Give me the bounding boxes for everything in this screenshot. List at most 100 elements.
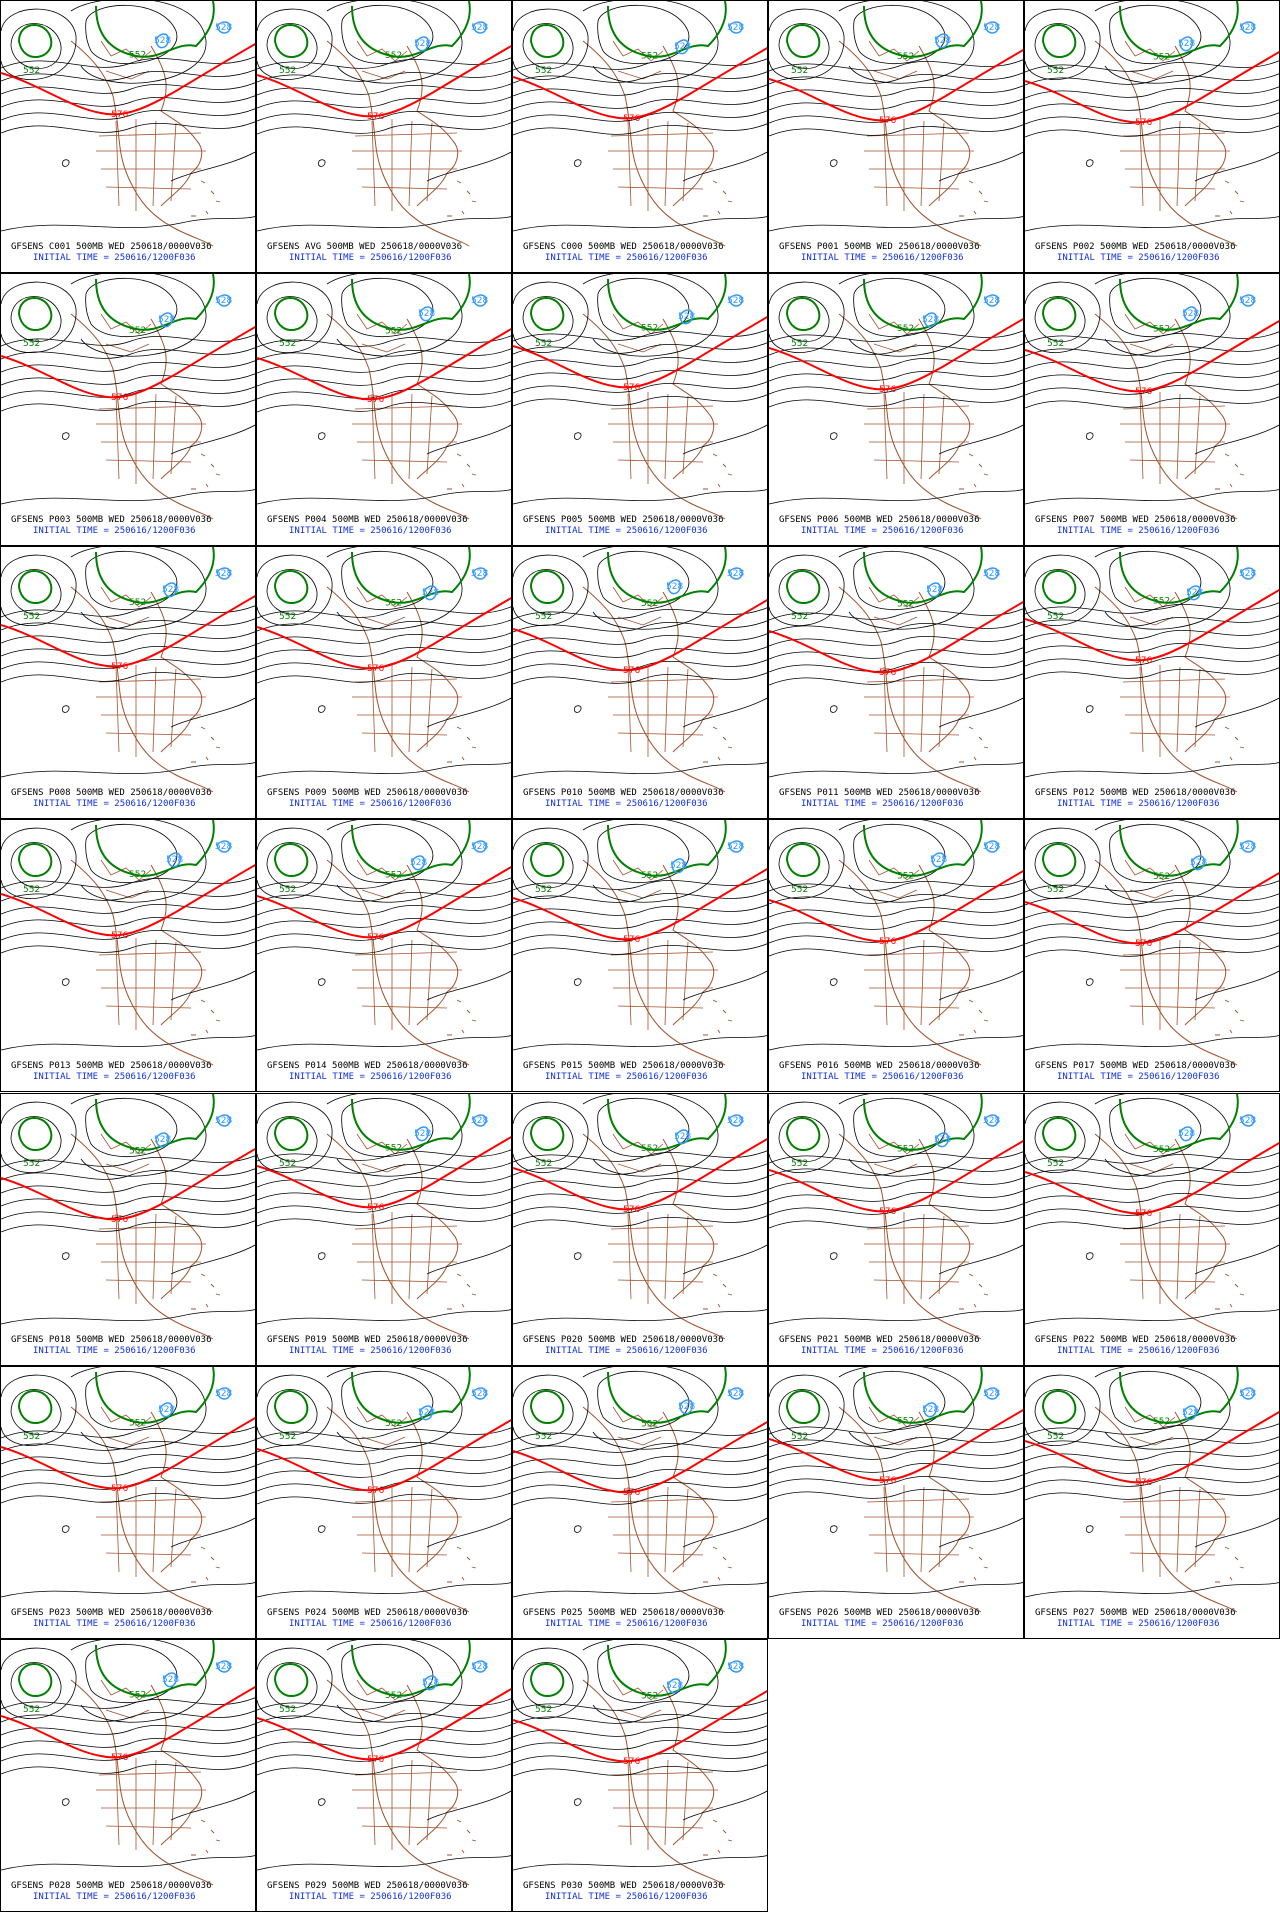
state-lines-h [96,1771,206,1829]
contour-line [257,1149,511,1162]
contour-528 [419,1405,434,1421]
coastline-west [1094,40,1238,247]
contour-552 [529,1,727,59]
forecast-panel: 552 552 576 528 528 GFSENS P029 500MB WED 250… [256,1639,512,1912]
contour-west-low [10,842,62,888]
caribbean-islands [1215,1546,1245,1583]
label-552-central: 552 [641,1144,658,1154]
label-528-east: 528 [983,296,1000,306]
map-boundaries [838,1133,989,1340]
coastline-west [582,859,726,1066]
contour-south [1,1035,255,1051]
label-552-central: 552 [129,326,146,336]
state-lines-h [352,1225,462,1283]
contour-528-east [472,1387,487,1400]
state-lines-v [371,392,433,484]
height-contours [1,1367,255,1598]
label-576: 576 [367,112,384,122]
contour-south [769,216,1023,232]
label-552-west: 552 [535,66,552,76]
panel-title: GFSENS AVG 500MB WED 250618/0000V036 [267,242,463,252]
contour-small-closed [62,1798,70,1806]
state-lines-v [115,1758,177,1850]
contour-528-east [216,1387,231,1400]
contour-south [1,1855,255,1871]
contour-528 [935,33,950,49]
height-contour-map: 552 552 576 528 528 [1,1367,255,1613]
label-528-east: 528 [471,296,488,306]
contour-small-closed [318,1525,326,1533]
label-528: 528 [1190,858,1207,868]
contour-line [1025,1178,1279,1191]
state-lines-v [883,1212,945,1304]
label-552-central: 552 [1153,53,1170,63]
map-boundaries [838,1406,989,1613]
label-528: 528 [674,42,691,52]
height-contour-map: 552 552 576 528 528 [257,547,511,793]
forecast-panel: 552 552 576 528 528 GFSENS P016 500MB WED 250… [768,819,1024,1092]
contour-552-west [1041,1390,1077,1425]
contour-line [257,361,511,374]
label-576: 576 [1135,387,1152,397]
contour-line [257,1479,511,1492]
contour-central-low-outer [838,1094,975,1177]
contour-line [769,918,1023,931]
label-576: 576 [367,1486,384,1496]
contour-576 [1,595,255,668]
contour-small-closed [318,432,326,440]
panel-initial-time: INITIAL TIME = 250616/1200F036 [289,1892,452,1902]
contour-552-west [17,297,53,332]
contour-east [1194,1517,1279,1548]
height-contours [1,547,255,778]
contour-east [938,970,1023,1001]
coastline-east [406,318,459,480]
contour-central-low [853,1370,946,1430]
contour-576 [1,1148,255,1221]
contour-central-low-outer [582,274,719,357]
contour-central-low-outer [1094,274,1231,357]
label-552-west: 552 [535,885,552,895]
contour-east [170,424,255,455]
contour-small-closed [574,1525,582,1533]
contour-central-low-outer [326,274,463,357]
label-552-central: 552 [129,1147,146,1157]
contour-line [1025,1488,1279,1501]
contour-528 [935,1132,950,1148]
contour-south [257,216,511,232]
contour-line [769,1216,1023,1229]
height-contour-map: 552 552 576 528 528 [513,1,767,247]
panel-initial-time: INITIAL TIME = 250616/1200F036 [1057,1346,1220,1356]
contour-line [1,1491,255,1504]
contour-west-low [1034,296,1086,342]
contour-line [1025,893,1279,906]
contour-line [1025,615,1279,628]
caribbean-islands [1215,453,1245,490]
contour-west-low [1034,569,1086,615]
contour-528-east [984,840,999,853]
contour-576 [769,1140,1023,1213]
contour-central-low-outer [582,1094,719,1177]
label-552-west: 552 [23,612,40,622]
contour-south [1025,1035,1279,1051]
label-528-east: 528 [215,23,232,33]
contour-line [769,111,1023,124]
state-lines-h [352,678,462,736]
caribbean-islands [447,726,477,763]
coastline-west [838,1133,982,1340]
contour-south [769,1582,1023,1598]
panel-title: GFSENS P005 500MB WED 250618/0000V036 [523,515,724,525]
contour-west-low-outer [1,281,77,353]
contour-west-low-outer [769,8,845,80]
contour-line [1,82,255,95]
height-contour-map: 552 552 576 528 528 [513,1640,767,1886]
contour-552-central [351,1,471,58]
contour-south [1025,216,1279,232]
forecast-panel: 552 552 576 528 528 GFSENS P004 500MB WED 250… [256,273,512,546]
contour-small-closed [830,159,838,167]
contour-576 [257,1419,511,1492]
contour-528-east [1240,1114,1255,1127]
contour-west-low [1034,1116,1086,1162]
contour-576 [769,49,1023,122]
map-boundaries [838,859,989,1066]
contour-central-low [1109,823,1202,883]
